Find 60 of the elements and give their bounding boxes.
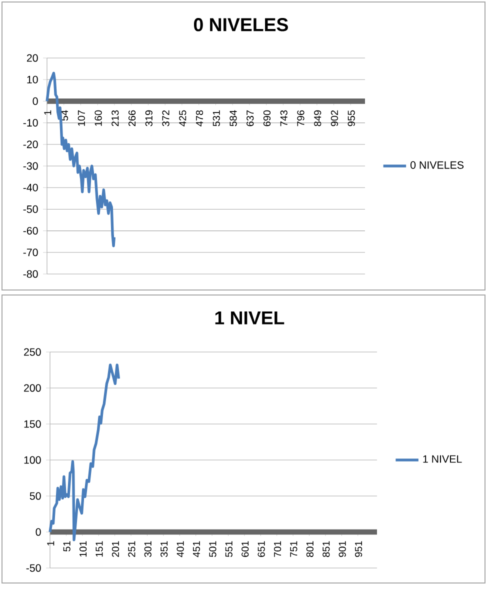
y-tick-label: -50 — [26, 564, 41, 572]
x-tick-label: 601 — [242, 541, 249, 557]
legend-label: 0 NIVELES — [410, 161, 464, 169]
x-tick-label: 1 — [47, 541, 54, 546]
x-tick-label: 796 — [297, 110, 304, 126]
x-tick-label: 351 — [160, 541, 168, 558]
y-tick-label: 200 — [24, 384, 41, 392]
x-tick-label: 902 — [330, 110, 338, 126]
x-tick-label: 213 — [112, 110, 119, 126]
x-tick-label: 743 — [280, 110, 288, 126]
x-tick-label: 372 — [162, 110, 170, 126]
x-tick-label: 551 — [225, 541, 232, 557]
x-tick-label: 51 — [63, 541, 70, 552]
y-tick-label: -60 — [23, 227, 38, 235]
y-tick-label: -20 — [23, 140, 38, 148]
x-tick-label: 266 — [128, 110, 136, 126]
x-tick-label: 851 — [322, 541, 330, 557]
x-tick-label: 955 — [348, 110, 355, 126]
x-tick-label: 751 — [290, 541, 298, 557]
x-tick-label: 531 — [212, 110, 220, 126]
x-tick-label: 478 — [196, 110, 204, 126]
x-tick-label: 690 — [263, 110, 271, 126]
x-tick-label: 251 — [128, 541, 136, 557]
x-tick-label: 501 — [209, 541, 216, 557]
y-tick-label: 10 — [27, 76, 38, 84]
x-tick-label: 425 — [179, 110, 186, 126]
x-tick-label: 201 — [112, 541, 120, 557]
x-tick-label: 651 — [258, 541, 265, 557]
x-tick-label: 701 — [274, 541, 282, 557]
x-tick-label: 451 — [193, 541, 200, 558]
x-tick-label: 151 — [96, 541, 103, 557]
x-tick-label: 1 — [44, 110, 52, 115]
x-tick-label: 901 — [338, 541, 346, 557]
y-tick-label: 250 — [24, 348, 41, 356]
x-tick-label: 107 — [78, 110, 85, 126]
y-tick-label: -30 — [23, 162, 38, 170]
x-tick-label: 301 — [144, 541, 152, 558]
x-tick-label: 584 — [230, 110, 237, 126]
chart-title: 0 NIVELES — [194, 18, 288, 32]
y-tick-label: 0 — [32, 97, 38, 105]
y-tick-label: -70 — [23, 248, 38, 256]
y-tick-label: -80 — [23, 270, 38, 278]
x-tick-label: 319 — [145, 110, 152, 126]
y-tick-label: 0 — [36, 528, 41, 536]
x-tick-label: 637 — [246, 110, 254, 126]
chart-title: 1 NIVEL — [215, 311, 284, 324]
legend-label: 1 NIVEL — [423, 455, 462, 463]
x-tick-label: 951 — [355, 541, 362, 557]
y-tick-label: 150 — [24, 420, 41, 428]
x-tick-label: 160 — [94, 110, 102, 126]
x-tick-label: 401 — [176, 541, 184, 558]
y-tick-label: 100 — [24, 456, 41, 464]
x-tick-label: 849 — [314, 110, 322, 126]
y-tick-label: 50 — [30, 492, 41, 500]
x-tick-label: 801 — [306, 541, 314, 557]
y-tick-label: 20 — [26, 54, 38, 62]
y-tick-label: -50 — [23, 205, 38, 213]
y-tick-label: -10 — [23, 119, 38, 127]
y-tick-label: -40 — [23, 184, 38, 192]
x-tick-label: 101 — [80, 541, 87, 557]
